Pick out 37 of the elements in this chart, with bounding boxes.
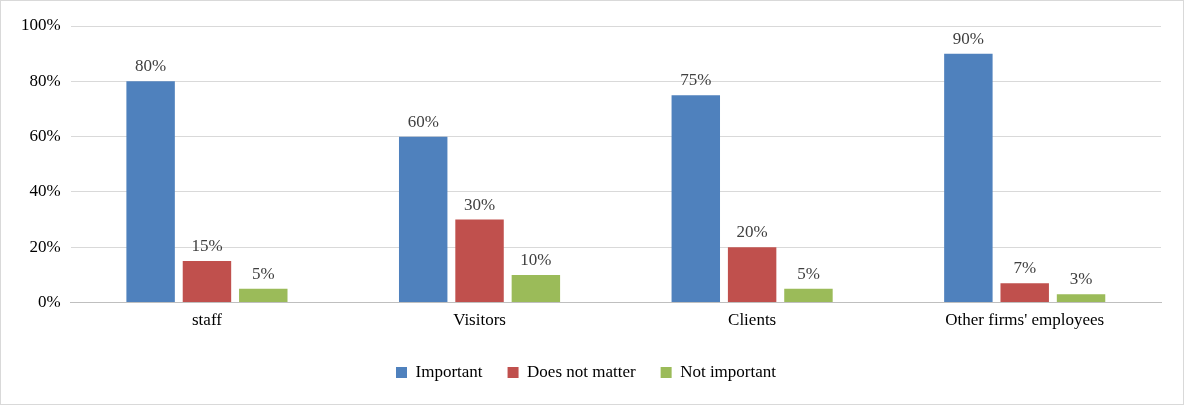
bar (1056, 294, 1106, 303)
bar (398, 136, 448, 303)
y-tick-label: 40% (29, 181, 61, 201)
bar (671, 95, 721, 303)
bar (455, 219, 504, 303)
data-label: 7% (1013, 258, 1037, 278)
legend-label: Not important (680, 361, 777, 381)
data-label: 75% (680, 70, 712, 90)
bar (944, 53, 993, 303)
y-tick-label: 60% (29, 126, 61, 146)
y-tick-label: 100% (20, 15, 61, 35)
data-label: 90% (952, 28, 984, 48)
bar (511, 274, 561, 303)
legend-label: Does not matter (527, 361, 636, 381)
data-label: 80% (135, 56, 167, 76)
data-label: 5% (797, 263, 820, 283)
x-tick-label: staff (192, 310, 223, 330)
bar (126, 81, 175, 303)
legend-label: Important (415, 361, 483, 381)
bar (727, 247, 777, 303)
y-tick-label: 80% (29, 70, 61, 90)
data-label: 60% (407, 111, 439, 131)
bar (239, 288, 288, 303)
x-tick-label: Visitors (453, 310, 506, 330)
data-label: 30% (463, 194, 496, 214)
bar (784, 288, 833, 303)
data-label: 20% (736, 222, 768, 242)
data-label: 5% (251, 263, 275, 283)
y-tick-label: 20% (29, 236, 61, 256)
data-label: 15% (191, 236, 223, 256)
y-tick-label: 0% (37, 292, 61, 312)
bar (182, 261, 232, 303)
data-label: 10% (520, 249, 552, 269)
x-tick-label: Clients (728, 310, 777, 330)
data-label: 3% (1069, 269, 1093, 289)
bar (1000, 283, 1049, 303)
x-tick-label: Other firms' employees (945, 310, 1105, 330)
